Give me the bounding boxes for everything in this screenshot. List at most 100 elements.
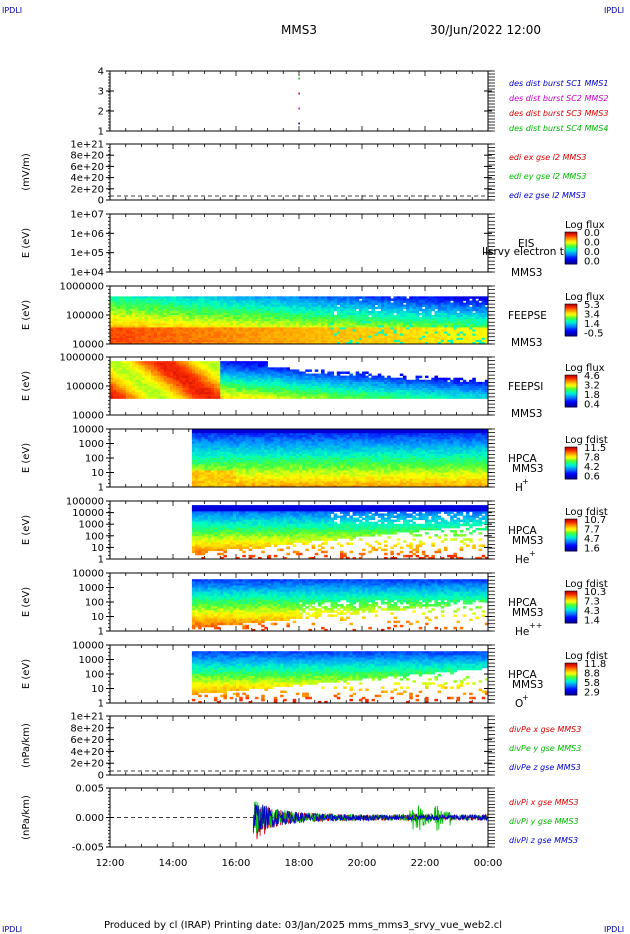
spectro-cell	[276, 388, 281, 391]
spectro-cell	[280, 306, 284, 310]
spectro-cell	[270, 335, 275, 339]
spectro-cell	[330, 321, 335, 324]
spectro-cell	[147, 369, 152, 372]
spectro-cell	[355, 392, 360, 395]
spectro-cell	[198, 329, 202, 332]
spectro-cell	[311, 298, 316, 301]
spectro-cell	[406, 317, 410, 320]
spectro-cell	[399, 337, 404, 341]
spectro-cell	[355, 331, 360, 335]
spectro-cell	[440, 306, 445, 310]
spectro-cell	[425, 333, 429, 337]
spectro-cell	[267, 381, 272, 385]
spectro-cell	[393, 396, 398, 399]
spectro-cell	[217, 371, 221, 374]
spectro-cell	[289, 373, 294, 377]
spectro-cell	[173, 339, 177, 343]
colorbar-value-eis: 0.0	[584, 247, 600, 258]
spectro-cell	[387, 392, 391, 395]
spectro-cell	[273, 367, 278, 370]
spectro-cell	[346, 296, 350, 299]
spectro-cell	[311, 388, 316, 391]
spectro-cell	[396, 308, 401, 312]
spectro-cell	[440, 296, 445, 299]
spectro-cell	[242, 323, 246, 326]
spectro-cell	[273, 306, 278, 310]
spectro-cell	[204, 379, 209, 383]
spectro-cell	[198, 341, 202, 345]
spectro-cell	[229, 386, 234, 389]
spectro-cell	[311, 296, 316, 299]
spectro-cell	[251, 339, 256, 343]
spectro-cell	[305, 386, 309, 389]
spectro-cell	[321, 304, 325, 308]
spectro-cell	[362, 306, 366, 310]
spectro-cell	[163, 306, 168, 310]
spectro-cell	[390, 304, 394, 308]
spectro-cell	[157, 304, 161, 308]
spectro-cell	[213, 312, 218, 316]
spectro-cell	[456, 335, 461, 339]
spectro-cell	[456, 319, 461, 322]
spectro-cell	[248, 371, 253, 374]
spectro-cell	[207, 377, 212, 381]
spectro-cell	[185, 369, 190, 372]
spectro-cell	[330, 323, 335, 326]
spectro-cell	[128, 337, 133, 341]
spectro-cell	[128, 315, 133, 318]
spectro-cell	[217, 365, 221, 368]
spectro-cell	[258, 383, 262, 387]
spectro-cell	[169, 333, 174, 337]
spectro-cell	[305, 333, 309, 337]
spectro-cell	[144, 325, 149, 328]
spectro-cell	[289, 369, 294, 372]
spectro-cell	[431, 394, 435, 397]
spectro-cell	[459, 341, 464, 345]
spectro-cell	[484, 296, 489, 299]
spectro-cell	[125, 304, 130, 308]
spectro-cell	[362, 337, 366, 341]
spectro-cell	[201, 388, 205, 391]
spectro-cell	[481, 319, 486, 322]
spectro-cell	[399, 396, 404, 399]
spectro-cell	[409, 327, 413, 330]
spectro-cell	[198, 388, 202, 391]
spectro-cell	[229, 321, 234, 324]
spectro-cell	[173, 310, 177, 314]
spacecraft-label-eis: MMS3	[511, 267, 542, 279]
spectro-cell	[229, 371, 234, 374]
spectro-cell	[204, 317, 209, 320]
spectro-cell	[384, 312, 388, 316]
spectro-cell	[399, 323, 404, 326]
spectro-cell	[166, 321, 171, 324]
spectro-cell	[223, 333, 227, 337]
spectro-cell	[308, 369, 312, 372]
spectro-cell	[242, 302, 246, 306]
spectro-cell	[443, 312, 448, 316]
spectro-cell	[248, 339, 253, 343]
spectro-cell	[264, 367, 268, 370]
spectro-cell	[305, 323, 309, 326]
spectro-cell	[264, 394, 268, 397]
spectro-cell	[333, 383, 338, 387]
spectro-cell	[286, 371, 290, 374]
spectro-cell	[415, 327, 420, 330]
spectro-cell	[450, 308, 454, 312]
spectro-cell	[245, 371, 249, 374]
spectro-cell	[412, 312, 416, 316]
spectro-cell	[236, 323, 240, 326]
spectro-cell	[365, 321, 369, 324]
spectro-cell	[443, 321, 448, 324]
spectro-cell	[327, 325, 331, 328]
spectro-cell	[295, 335, 300, 339]
spectro-cell	[434, 386, 438, 389]
spectro-cell	[365, 315, 369, 318]
spectro-cell	[399, 341, 404, 345]
spectro-cell	[305, 329, 309, 332]
spectro-cell	[292, 341, 297, 345]
spectro-cell	[110, 386, 114, 389]
spectro-cell	[213, 341, 218, 345]
spectro-cell	[119, 319, 123, 322]
spectro-cell	[217, 379, 221, 383]
spectro-cell	[195, 310, 199, 314]
